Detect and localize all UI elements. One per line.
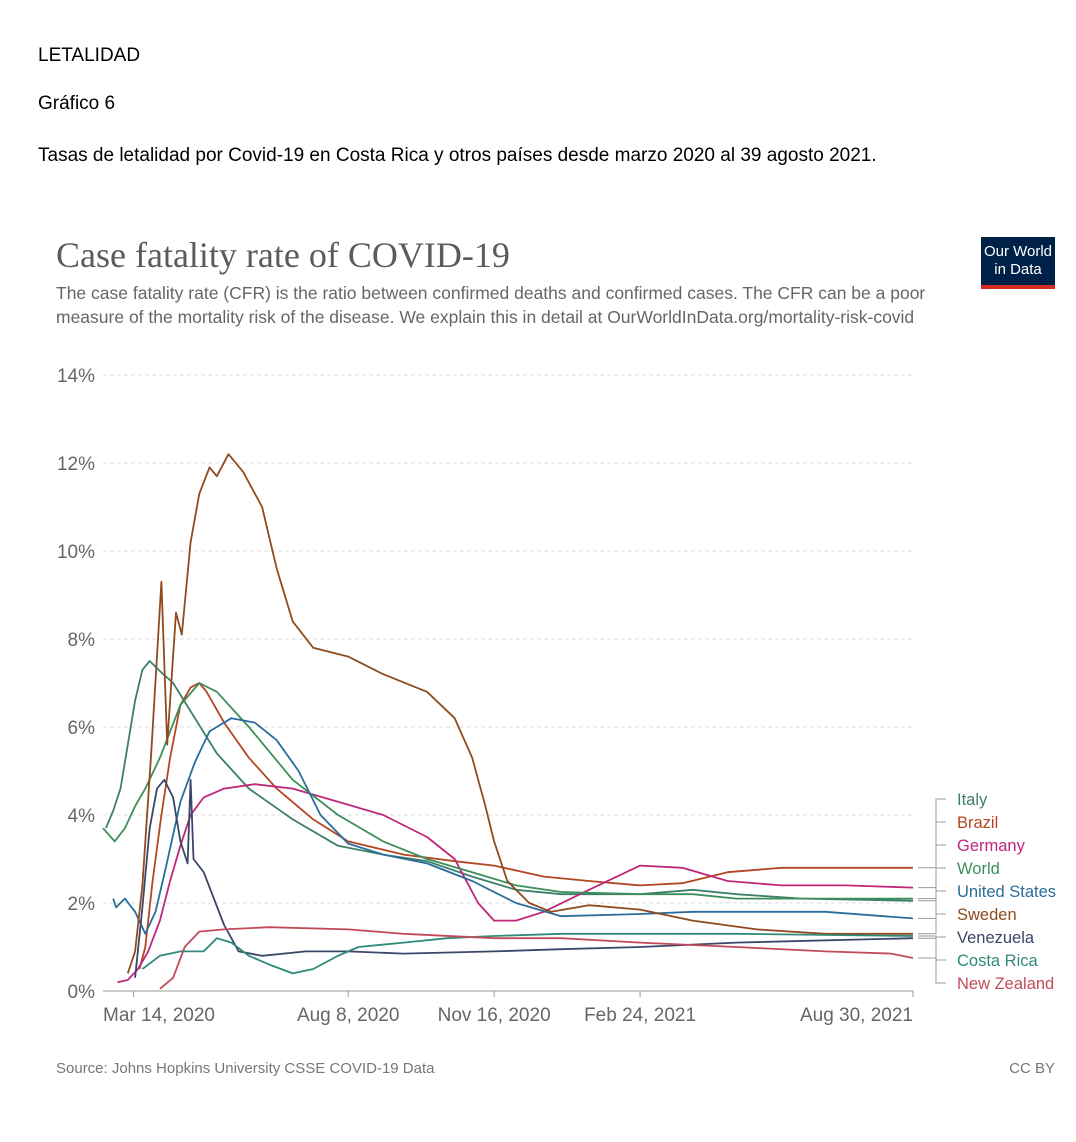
legend-label-new-zealand[interactable]: New Zealand (957, 975, 1054, 993)
series-lines (102, 453, 914, 990)
legend-label-brazil[interactable]: Brazil (957, 814, 998, 832)
series-line-sweden[interactable] (126, 453, 913, 974)
series-line-costa-rica[interactable] (141, 932, 914, 975)
legend-connector (918, 890, 946, 919)
legend-connector (918, 867, 946, 900)
legend-label-italy[interactable]: Italy (957, 791, 988, 809)
y-tick-label: 6% (68, 718, 96, 739)
legend-connector (918, 844, 946, 889)
x-tick-label: Aug 30, 2021 (800, 1005, 913, 1026)
chart-subtitle: The case fatality rate (CFR) is the rati… (56, 283, 926, 327)
source-note: Source: Johns Hopkins University CSSE CO… (56, 1060, 435, 1077)
chart-title: Case fatality rate of COVID-19 (56, 235, 510, 275)
axes: 0% 2% 4% 6% 8% 10% 12% 14% Mar 14, 2020 Aug 8, 20… (57, 366, 914, 1026)
y-tick-label: 0% (68, 982, 96, 1003)
license-link[interactable]: CC BY (1009, 1060, 1055, 1077)
y-tick-label: 12% (57, 454, 95, 475)
figure-caption: Tasas de letalidad por Covid-19 en Costa… (38, 145, 877, 166)
x-tick-label: Feb 24, 2021 (584, 1005, 696, 1026)
y-tick-label: 8% (68, 630, 96, 651)
legend-label-sweden[interactable]: Sweden (957, 906, 1017, 924)
series-line-world[interactable] (102, 682, 913, 900)
y-tick-label: 14% (57, 366, 95, 387)
legend: Italy Brazil Germany World United States Swed… (918, 791, 1056, 993)
series-line-germany[interactable] (117, 783, 914, 984)
series-line-venezuela[interactable] (134, 778, 914, 978)
x-tick-label: Mar 14, 2020 (103, 1005, 215, 1026)
legend-connector (918, 936, 946, 939)
legend-label-germany[interactable]: Germany (957, 837, 1026, 855)
legend-connector (918, 935, 946, 961)
series-line-italy[interactable] (105, 660, 914, 902)
y-tick-label: 4% (68, 806, 96, 827)
line-chart: 0% 2% 4% 6% 8% 10% 12% 14% Mar 14, 2020 Aug 8, 20… (57, 366, 1056, 1026)
series-line-brazil[interactable] (138, 682, 914, 970)
legend-connector (918, 913, 946, 935)
legend-label-costa-rica[interactable]: Costa Rica (957, 952, 1039, 970)
legend-label-venezuela[interactable]: Venezuela (957, 929, 1035, 947)
document-heading: LETALIDAD (38, 45, 141, 66)
x-tick-label: Nov 16, 2020 (438, 1005, 551, 1026)
logo-line-1: Our World (983, 243, 1053, 260)
x-tick-label: Aug 8, 2020 (297, 1005, 399, 1026)
owid-logo[interactable]: Our World in Data (981, 237, 1055, 289)
y-tick-label: 2% (68, 894, 96, 915)
legend-label-united-states[interactable]: United States (957, 883, 1056, 901)
logo-line-2: in Data (994, 261, 1042, 278)
figure-number: Gráfico 6 (38, 93, 116, 114)
series-line-united-states[interactable] (112, 717, 914, 935)
series-line-new-zealand[interactable] (159, 926, 914, 990)
legend-connector (918, 957, 946, 984)
legend-connector (918, 798, 946, 902)
legend-label-world[interactable]: World (957, 860, 1000, 878)
y-tick-label: 10% (57, 542, 95, 563)
grid-lines (103, 374, 913, 904)
